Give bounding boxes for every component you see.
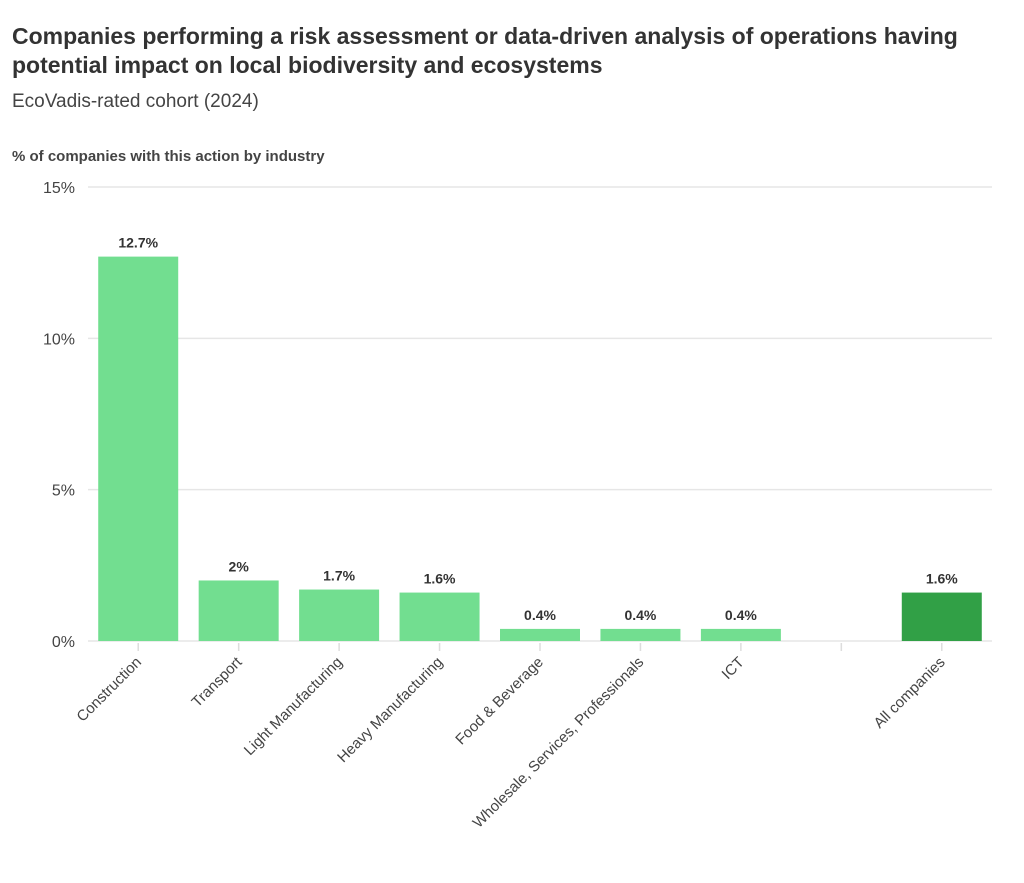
x-tick-label: ICT — [719, 654, 748, 683]
x-tick-label: Light Manufacturing — [241, 654, 346, 759]
bar — [901, 592, 982, 641]
bar — [98, 256, 179, 641]
bar — [299, 589, 380, 641]
bar — [600, 628, 681, 641]
data-label: 0.4% — [624, 607, 656, 623]
x-tick-label: Heavy Manufacturing — [334, 654, 446, 766]
y-tick-label: 15% — [43, 180, 75, 197]
y-axis-label: % of companies with this action by indus… — [12, 148, 325, 165]
bar — [198, 580, 279, 641]
data-label: 1.6% — [424, 571, 456, 587]
x-tick-label: Food & Beverage — [452, 654, 547, 749]
data-label: 12.7% — [118, 235, 158, 251]
chart-title: Companies performing a risk assessment o… — [12, 23, 958, 78]
data-label: 0.4% — [524, 607, 556, 623]
chart-subtitle: EcoVadis-rated cohort (2024) — [12, 91, 259, 112]
y-tick-label: 10% — [43, 331, 75, 348]
data-label: 1.7% — [323, 568, 355, 584]
data-label: 0.4% — [725, 607, 757, 623]
x-tick-label: All companies — [871, 654, 949, 732]
data-label: 1.6% — [926, 571, 958, 587]
bar — [500, 628, 580, 641]
y-tick-label: 5% — [52, 483, 75, 500]
x-tick-label: Transport — [188, 653, 246, 711]
data-label: 2% — [229, 558, 250, 574]
y-tick-label: 0% — [52, 634, 75, 651]
bar — [399, 592, 480, 641]
x-tick-label: Construction — [73, 654, 145, 726]
x-tick-label: Wholesale, Services, Professionals — [470, 654, 648, 832]
bar — [700, 628, 781, 641]
